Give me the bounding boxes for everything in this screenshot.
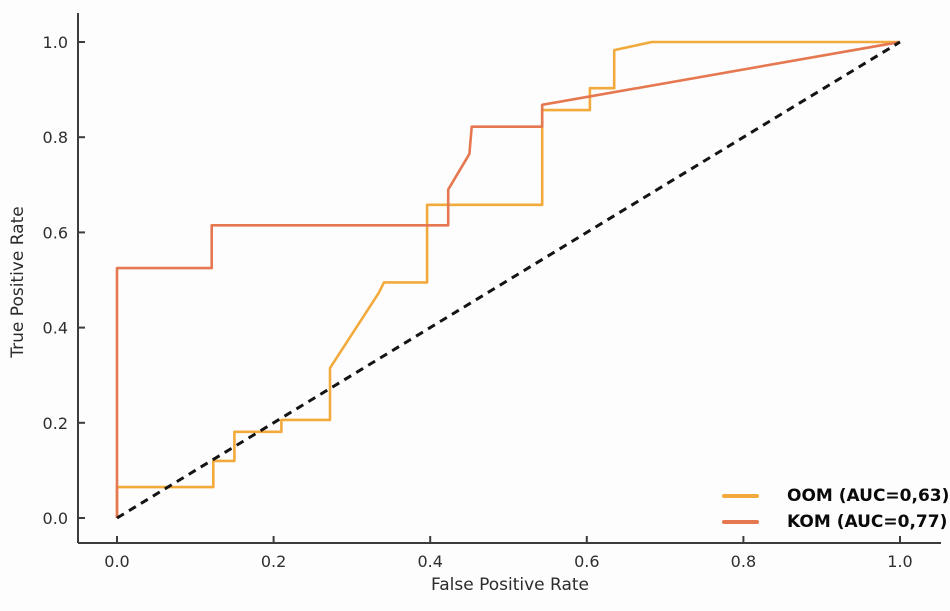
series-line-chance — [116, 40, 901, 520]
x-tick-label: 0.6 — [574, 552, 599, 571]
legend-item-oom: OOM (AUC=0,63) — [722, 484, 949, 507]
y-tick-label: 0.4 — [43, 319, 68, 338]
series-line-kom — [115, 40, 901, 518]
x-tick-label: 0.0 — [104, 552, 129, 571]
y-tick-label: 1.0 — [43, 33, 68, 52]
y-tick-label: 0.0 — [43, 509, 68, 528]
legend-item-kom: KOM (AUC=0,77) — [722, 510, 949, 533]
x-tick-label: 0.4 — [417, 552, 442, 571]
x-tick-label: 0.8 — [731, 552, 756, 571]
x-axis-label: False Positive Rate — [431, 575, 589, 595]
x-tick-label: 1.0 — [887, 552, 912, 571]
y-axis-label: True Positive Rate — [8, 206, 28, 358]
series-line-oom — [115, 40, 900, 518]
oom-line-swatch — [722, 493, 759, 498]
legend: OOM (AUC=0,63) KOM (AUC=0,77) — [722, 484, 949, 533]
kom-line-swatch — [722, 519, 759, 524]
y-tick-label: 0.8 — [43, 128, 68, 147]
y-tick-label: 0.6 — [43, 223, 68, 242]
x-tick-label: 0.2 — [261, 552, 286, 571]
legend-label-oom: OOM (AUC=0,63) — [787, 485, 950, 506]
y-tick-label: 0.2 — [43, 414, 68, 433]
legend-label-kom: KOM (AUC=0,77) — [787, 511, 948, 532]
